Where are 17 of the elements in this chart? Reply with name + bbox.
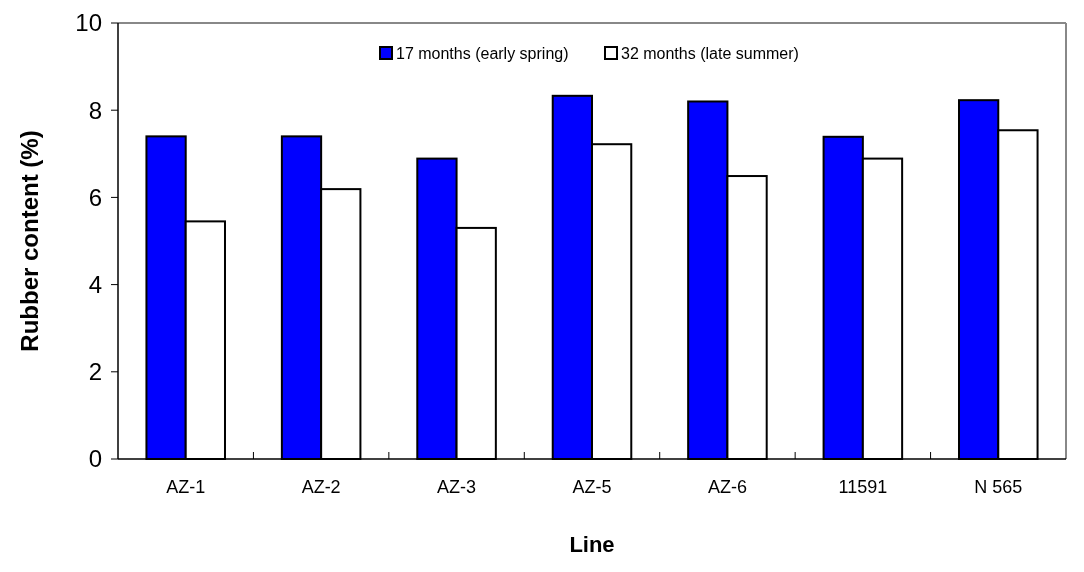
legend-label: 32 months (late summer) — [621, 44, 799, 62]
x-tick-label: N 565 — [974, 477, 1023, 497]
x-axis-title: Line — [569, 532, 615, 557]
y-tick-label: 10 — [75, 9, 102, 37]
y-tick-label: 0 — [88, 445, 102, 473]
x-tick-label: 11591 — [838, 477, 888, 497]
y-tick-label: 6 — [88, 183, 102, 211]
x-tick-label: AZ-5 — [572, 477, 612, 497]
x-tick-label: AZ-6 — [707, 477, 747, 497]
y-tick-label: 2 — [88, 358, 102, 386]
y-axis-title: Rubber content (%) — [16, 130, 43, 352]
y-tick-label: 8 — [88, 96, 102, 124]
y-tick-label: 4 — [88, 271, 102, 298]
x-tick-label: AZ-2 — [301, 477, 341, 497]
x-tick-label: AZ-1 — [166, 477, 206, 497]
legend-label: 17 months (early spring) — [396, 44, 569, 62]
x-tick-label: AZ-3 — [437, 477, 477, 497]
